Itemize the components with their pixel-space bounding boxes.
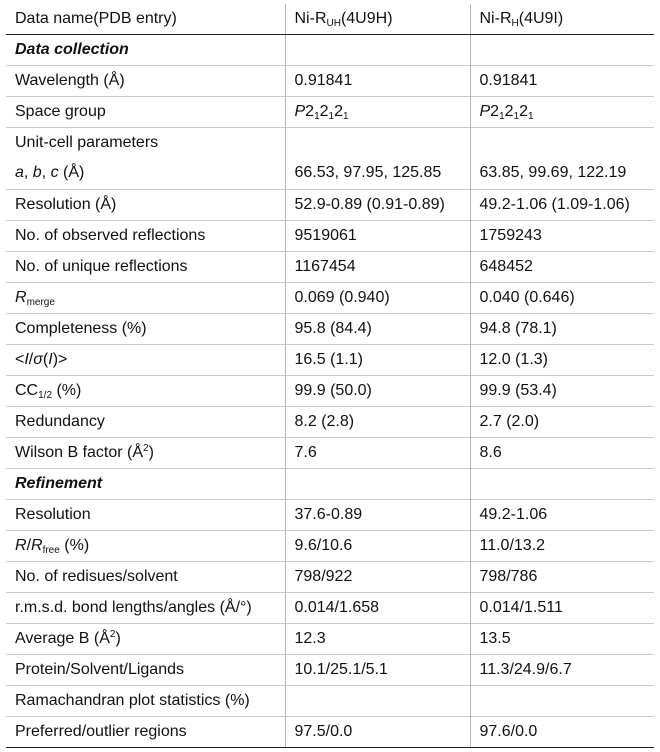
row-label: <I/σ(I)> xyxy=(6,343,285,375)
value-ni-ruh: 8.2 (2.8) xyxy=(284,405,470,437)
value-ni-ruh: 1167454 xyxy=(284,250,470,282)
table-row-rmerge: Rmerge 0.069 (0.940) 0.040 (0.646) xyxy=(6,281,654,313)
value-ni-ruh: 7.6 xyxy=(284,436,470,468)
value-ni-rh: 648452 xyxy=(469,250,654,282)
value-ni-rh: 0.91841 xyxy=(469,64,654,96)
value-ni-ruh: 10.1/25.1/5.1 xyxy=(284,653,470,685)
value-ni-ruh: 95.8 (84.4) xyxy=(284,312,470,344)
value-ni-rh: 63.85, 99.69, 122.19 xyxy=(469,158,654,189)
row-label: Wilson B factor (Å2) xyxy=(6,436,285,468)
row-label: Protein/Solvent/Ligands xyxy=(6,653,285,685)
table-row-resolution: Resolution (Å) 52.9-0.89 (0.91-0.89) 49.… xyxy=(6,188,654,220)
row-label: Space group xyxy=(6,95,285,127)
value-ni-ruh: 99.9 (50.0) xyxy=(284,374,470,406)
table-row-protein-solvent-ligands: Protein/Solvent/Ligands 10.1/25.1/5.1 11… xyxy=(6,653,654,685)
value-ni-ruh: 12.3 xyxy=(284,622,470,654)
value-ni-rh: 49.2-1.06 xyxy=(469,498,654,530)
table-row-unique-reflections: No. of unique reflections 1167454 648452 xyxy=(6,250,654,282)
value-ni-rh: 0.014/1.511 xyxy=(469,591,654,623)
value-ni-rh: 11.0/13.2 xyxy=(469,529,654,561)
section-refinement: Refinement xyxy=(6,467,654,499)
table-row-redundancy: Redundancy 8.2 (2.8) 2.7 (2.0) xyxy=(6,405,654,437)
value-ni-ruh: 798/922 xyxy=(284,560,470,592)
section-data-collection: Data collection xyxy=(6,33,654,65)
row-label: Resolution (Å) xyxy=(6,188,285,220)
crystallography-table: Data name(PDB entry) Ni-RUH(4U9H) Ni-RH(… xyxy=(6,4,654,748)
value-ni-ruh: 97.5/0.0 xyxy=(284,715,470,748)
table-row-resolution-refinement: Resolution 37.6-0.89 49.2-1.06 xyxy=(6,498,654,530)
table-row-r-rfree: R/Rfree (%) 9.6/10.6 11.0/13.2 xyxy=(6,529,654,561)
section-title: Refinement xyxy=(6,467,285,499)
value-ni-rh: 49.2-1.06 (1.09-1.06) xyxy=(469,188,654,220)
row-label: Wavelength (Å) xyxy=(6,64,285,96)
header-ni-ruh: Ni-RUH(4U9H) xyxy=(284,4,470,35)
value-ni-ruh: 0.069 (0.940) xyxy=(284,281,470,313)
table-row-wavelength: Wavelength (Å) 0.91841 0.91841 xyxy=(6,64,654,96)
row-label: Redundancy xyxy=(6,405,285,437)
value-ni-rh: 12.0 (1.3) xyxy=(469,343,654,375)
row-label: Rmerge xyxy=(6,281,285,313)
value-ni-rh: 99.9 (53.4) xyxy=(469,374,654,406)
value-ni-rh: 13.5 xyxy=(469,622,654,654)
value-ni-ruh: 0.014/1.658 xyxy=(284,591,470,623)
row-label: Preferred/outlier regions xyxy=(6,715,285,748)
table-row-completeness: Completeness (%) 95.8 (84.4) 94.8 (78.1) xyxy=(6,312,654,344)
section-title: Data collection xyxy=(6,33,285,65)
row-label: No. of unique reflections xyxy=(6,250,285,282)
value-ni-rh: 8.6 xyxy=(469,436,654,468)
row-label: Completeness (%) xyxy=(6,312,285,344)
row-label: CC1/2 (%) xyxy=(6,374,285,406)
value-ni-rh: P212121 xyxy=(469,95,654,127)
row-label: No. of observed reflections xyxy=(6,219,285,251)
row-label: r.m.s.d. bond lengths/angles (Å/°) xyxy=(6,591,285,623)
table-header-row: Data name(PDB entry) Ni-RUH(4U9H) Ni-RH(… xyxy=(6,4,654,35)
row-label: Unit-cell parameters xyxy=(6,126,285,158)
row-label: Resolution xyxy=(6,498,285,530)
row-label: No. of redisues/solvent xyxy=(6,560,285,592)
value-ni-ruh: P212121 xyxy=(284,95,470,127)
table-row-cc-half: CC1/2 (%) 99.9 (50.0) 99.9 (53.4) xyxy=(6,374,654,406)
table-row-rmsd: r.m.s.d. bond lengths/angles (Å/°) 0.014… xyxy=(6,591,654,623)
value-ni-ruh: 16.5 (1.1) xyxy=(284,343,470,375)
value-ni-ruh: 66.53, 97.95, 125.85 xyxy=(284,158,470,189)
value-ni-rh: 94.8 (78.1) xyxy=(469,312,654,344)
value-ni-rh: 11.3/24.9/6.7 xyxy=(469,653,654,685)
value-ni-ruh: 9519061 xyxy=(284,219,470,251)
header-ni-rh: Ni-RH(4U9I) xyxy=(469,4,654,35)
table-row-preferred-outlier: Preferred/outlier regions 97.5/0.0 97.6/… xyxy=(6,715,654,748)
value-ni-ruh: 52.9-0.89 (0.91-0.89) xyxy=(284,188,470,220)
row-label: R/Rfree (%) xyxy=(6,529,285,561)
header-data-name: Data name(PDB entry) xyxy=(6,4,285,35)
table-row-wilson-b: Wilson B factor (Å2) 7.6 8.6 xyxy=(6,436,654,468)
table-row-i-sigma: <I/σ(I)> 16.5 (1.1) 12.0 (1.3) xyxy=(6,343,654,375)
value-ni-rh: 1759243 xyxy=(469,219,654,251)
value-ni-rh: 2.7 (2.0) xyxy=(469,405,654,437)
value-ni-rh: 798/786 xyxy=(469,560,654,592)
row-label: Ramachandran plot statistics (%) xyxy=(6,684,285,716)
table-row-observed-reflections: No. of observed reflections 9519061 1759… xyxy=(6,219,654,251)
row-label: a, b, c (Å) xyxy=(15,164,85,182)
value-ni-rh: 97.6/0.0 xyxy=(469,715,654,748)
table-row-unit-cell: Unit-cell parameters xyxy=(6,126,654,158)
value-ni-ruh: 9.6/10.6 xyxy=(284,529,470,561)
table-row-average-b: Average B (Å2) 12.3 13.5 xyxy=(6,622,654,654)
value-ni-rh: 0.040 (0.646) xyxy=(469,281,654,313)
table-row-residues-solvent: No. of redisues/solvent 798/922 798/786 xyxy=(6,560,654,592)
table-row-abc: a, b, c (Å) 66.53, 97.95, 125.85 63.85, … xyxy=(6,158,654,189)
table-row-space-group: Space group P212121 P212121 xyxy=(6,95,654,127)
table-row-ramachandran: Ramachandran plot statistics (%) xyxy=(6,684,654,716)
row-label: Average B (Å2) xyxy=(6,622,285,654)
value-ni-ruh: 37.6-0.89 xyxy=(284,498,470,530)
value-ni-ruh: 0.91841 xyxy=(284,64,470,96)
